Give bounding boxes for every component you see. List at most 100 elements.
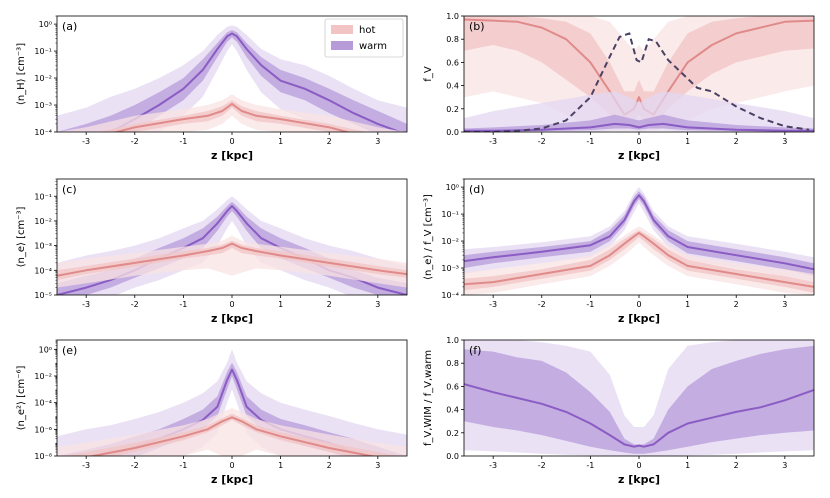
- panel-label: (b): [469, 20, 485, 33]
- x-tick-label: 0: [229, 461, 234, 470]
- warm-median-line: [464, 122, 814, 132]
- y-tick-label: 0.2: [446, 105, 459, 114]
- warm-band-inner: [464, 114, 814, 132]
- hot-median-line: [464, 231, 814, 288]
- x-axis-label: z [kpc]: [211, 149, 253, 162]
- y-tick-label: 0.6: [446, 58, 459, 67]
- panel-label: (e): [62, 344, 77, 357]
- y-tick-label: 0.4: [446, 82, 459, 91]
- hot-median-line: [113, 102, 351, 132]
- warm-band-inner: [464, 191, 814, 277]
- y-tick-label: 10⁻⁴: [34, 399, 52, 408]
- y-tick-label: 1.0: [446, 12, 459, 21]
- plot-area: [57, 25, 407, 132]
- y-tick-label: 10⁰: [39, 20, 52, 29]
- x-tick-label: 3: [375, 137, 380, 146]
- plot-area: [464, 16, 814, 132]
- y-axis-label: f_V,WIM / f_V,warm: [423, 350, 434, 446]
- warm-median-line: [464, 383, 814, 448]
- x-tick-label: -3: [82, 300, 90, 309]
- legend: hot warm: [324, 18, 404, 58]
- x-tick-label: -2: [538, 461, 546, 470]
- hot-band-inner: [464, 16, 814, 127]
- panel-d: -3 -2 -1 0 1 2 3 10⁻⁴ 10⁻³ 10⁻² 10⁻¹ 10⁰ z [kpc] ⟨n_e…: [423, 178, 815, 325]
- hot-band-inner: [57, 240, 407, 281]
- y-tick-label: 10⁻²: [34, 74, 52, 83]
- y-tick-label: 10⁻⁶: [34, 425, 52, 434]
- legend-label-hot: hot: [359, 25, 375, 36]
- x-tick-label: 1: [278, 137, 283, 146]
- x-tick-label: 3: [782, 300, 787, 309]
- x-tick-label: -3: [82, 461, 90, 470]
- y-axis-label: ⟨n_e⟩ / f_V [cm⁻³]: [423, 194, 434, 280]
- warm-median-line: [464, 194, 814, 271]
- y-tick-label: 10⁻⁴: [441, 291, 459, 300]
- y-tick-label: 10⁻³: [34, 101, 52, 110]
- x-tick-label: 0: [636, 137, 641, 146]
- x-tick-label: 2: [327, 137, 332, 146]
- y-tick-label: 0.6: [446, 382, 459, 391]
- x-tick-label: 0: [636, 300, 641, 309]
- x-tick-label: -2: [131, 461, 139, 470]
- warm-band-inner: [57, 30, 407, 132]
- panel-label: (d): [469, 183, 485, 196]
- plot-area: [464, 187, 814, 295]
- x-tick-label: -1: [586, 300, 594, 309]
- y-tick-label: 10⁻⁸: [34, 452, 52, 461]
- y-axis-label: f_V: [423, 66, 434, 82]
- x-axis-label: z [kpc]: [211, 312, 253, 325]
- x-tick-label: 3: [782, 137, 787, 146]
- y-tick-label: 0.0: [446, 128, 459, 137]
- x-tick-label: 3: [782, 461, 787, 470]
- x-tick-label: 2: [327, 461, 332, 470]
- x-tick-label: -3: [489, 137, 497, 146]
- x-axis-label: z [kpc]: [211, 473, 253, 486]
- x-tick-label: 1: [685, 461, 690, 470]
- plot-area: [57, 196, 407, 295]
- x-tick-label: -1: [179, 300, 187, 309]
- y-tick-label: 0.8: [446, 35, 459, 44]
- hot-median-line: [87, 416, 377, 456]
- hot-band-outer: [464, 226, 814, 295]
- x-tick-label: -1: [179, 461, 187, 470]
- x-tick-label: 0: [229, 300, 234, 309]
- x-tick-label: -3: [489, 461, 497, 470]
- x-tick-label: -1: [586, 137, 594, 146]
- x-tick-label: 1: [685, 300, 690, 309]
- panel-c: -3 -2 -1 0 1 2 3 10⁻⁵ 10⁻⁴ 10⁻³ 10⁻² 10⁻¹ z [kpc] ⟨n_…: [16, 178, 408, 325]
- y-tick-label: 10⁻²: [441, 237, 459, 246]
- y-tick-label: 10⁻⁵: [34, 291, 52, 300]
- y-tick-label: 0.0: [446, 452, 459, 461]
- y-tick-label: 10⁻³: [34, 242, 52, 251]
- y-tick-label: 1.0: [446, 336, 459, 345]
- y-axis-label: ⟨n_H⟩ [cm⁻³]: [16, 43, 27, 105]
- x-tick-label: -2: [131, 300, 139, 309]
- legend-label-warm: warm: [359, 41, 387, 52]
- y-tick-label: 0.8: [446, 359, 459, 368]
- hot-band-inner: [98, 100, 366, 132]
- x-tick-label: 1: [685, 137, 690, 146]
- legend-swatch-hot: [331, 25, 353, 34]
- y-tick-label: 0.2: [446, 429, 459, 438]
- panel-label: (a): [62, 20, 77, 33]
- x-tick-label: 2: [327, 300, 332, 309]
- y-tick-label: 10⁻⁴: [34, 266, 52, 275]
- x-tick-label: -2: [538, 300, 546, 309]
- y-axis-label: ⟨n_e²⟩ [cm⁻⁶]: [16, 365, 27, 430]
- y-tick-label: 10⁻²: [34, 372, 52, 381]
- panel-label: (f): [469, 344, 481, 357]
- panel-a: -3 -2 -1 0 1 2 3 10⁻⁴ 10⁻³ 10⁻² 10⁻¹ 10⁰ z [kpc] ⟨n_H…: [16, 15, 408, 162]
- x-tick-label: -2: [538, 137, 546, 146]
- y-tick-label: 10⁻¹: [441, 210, 459, 219]
- x-tick-label: -3: [82, 137, 90, 146]
- plot-area: [57, 349, 407, 456]
- hot-median-line: [57, 242, 407, 277]
- x-tick-label: -1: [586, 461, 594, 470]
- panel-b: -3 -2 -1 0 1 2 3 0.0 0.2 0.4 0.6 0.8 1.0 z [kpc] f_V (b…: [423, 12, 815, 162]
- x-axis-label: z [kpc]: [618, 312, 660, 325]
- x-tick-label: 2: [734, 300, 739, 309]
- x-axis-label: z [kpc]: [618, 473, 660, 486]
- x-tick-label: -2: [131, 137, 139, 146]
- x-tick-label: 3: [375, 300, 380, 309]
